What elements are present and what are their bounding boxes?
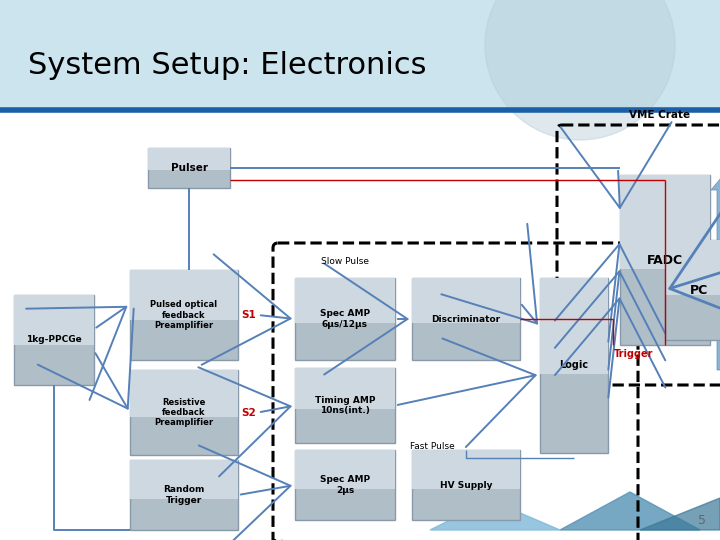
Text: 5: 5 [698, 514, 706, 527]
Text: Trigger: Trigger [614, 349, 654, 359]
FancyBboxPatch shape [295, 368, 395, 409]
Text: FADC: FADC [647, 253, 683, 267]
Text: S2: S2 [241, 408, 256, 417]
FancyBboxPatch shape [412, 278, 520, 360]
Text: HV Supply: HV Supply [440, 481, 492, 489]
FancyBboxPatch shape [665, 240, 720, 295]
Polygon shape [560, 492, 700, 530]
Text: PC: PC [690, 284, 708, 296]
Text: Discriminator: Discriminator [431, 314, 500, 323]
FancyBboxPatch shape [130, 270, 238, 360]
FancyBboxPatch shape [540, 278, 608, 453]
Circle shape [485, 0, 675, 140]
FancyBboxPatch shape [412, 450, 520, 520]
FancyBboxPatch shape [412, 450, 520, 489]
Text: System Setup: Electronics: System Setup: Electronics [28, 51, 426, 79]
FancyBboxPatch shape [130, 460, 238, 498]
FancyBboxPatch shape [295, 450, 395, 520]
Text: Pulsed optical
feedback
Preamplifier: Pulsed optical feedback Preamplifier [150, 300, 217, 330]
FancyBboxPatch shape [665, 240, 720, 340]
FancyBboxPatch shape [14, 295, 94, 385]
FancyBboxPatch shape [14, 295, 94, 345]
Text: Resistive
feedback
Preamplifier: Resistive feedback Preamplifier [154, 397, 214, 427]
Polygon shape [430, 500, 560, 530]
FancyBboxPatch shape [148, 148, 230, 170]
FancyBboxPatch shape [130, 460, 238, 530]
FancyBboxPatch shape [295, 278, 395, 360]
Text: Pulser: Pulser [171, 163, 207, 173]
Text: Slow Pulse: Slow Pulse [321, 257, 369, 266]
FancyBboxPatch shape [295, 450, 395, 489]
Polygon shape [640, 498, 720, 530]
FancyBboxPatch shape [412, 278, 520, 323]
FancyArrow shape [711, 160, 720, 370]
Text: Logic: Logic [559, 361, 588, 370]
FancyBboxPatch shape [295, 368, 395, 443]
FancyBboxPatch shape [620, 175, 710, 268]
FancyBboxPatch shape [295, 278, 395, 323]
Text: 1kg-PPCGe: 1kg-PPCGe [26, 335, 82, 345]
Text: Spec AMP
6μs/12μs: Spec AMP 6μs/12μs [320, 309, 370, 329]
FancyBboxPatch shape [130, 370, 238, 417]
Text: VME Crate: VME Crate [629, 110, 690, 120]
Text: Fast Pulse: Fast Pulse [410, 442, 455, 451]
Text: S1: S1 [241, 310, 256, 320]
FancyBboxPatch shape [0, 110, 720, 540]
Text: Timing AMP
10ns(int.): Timing AMP 10ns(int.) [315, 396, 375, 415]
FancyBboxPatch shape [540, 278, 608, 374]
FancyBboxPatch shape [130, 370, 238, 455]
Text: Random
Trigger: Random Trigger [163, 485, 204, 505]
FancyBboxPatch shape [130, 270, 238, 320]
FancyBboxPatch shape [620, 175, 710, 345]
Text: Spec AMP
2μs: Spec AMP 2μs [320, 475, 370, 495]
FancyBboxPatch shape [148, 148, 230, 188]
